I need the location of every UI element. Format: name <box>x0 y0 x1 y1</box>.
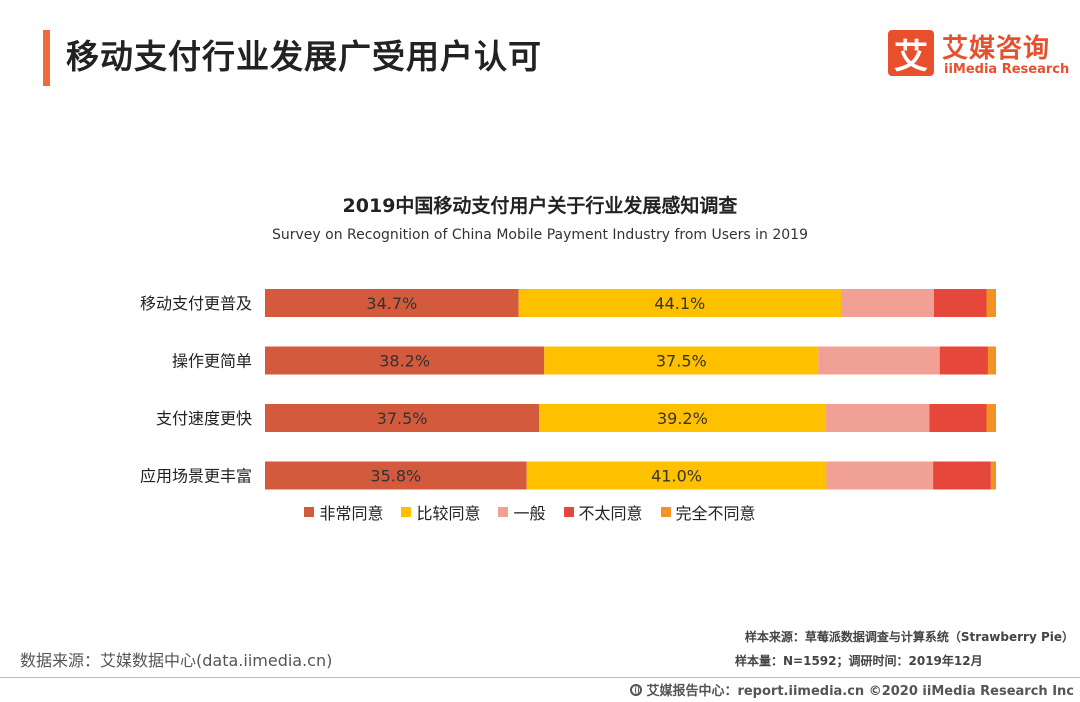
bar-segment <box>990 461 996 490</box>
data-source: 数据来源：艾媒数据中心(data.iimedia.cn) <box>20 651 333 670</box>
bar-segment <box>818 346 940 375</box>
chart-title: 2019中国移动支付用户关于行业发展感知调查 <box>342 195 738 217</box>
chart-subtitle: Survey on Recognition of China Mobile Pa… <box>272 227 808 243</box>
legend-swatch <box>498 507 509 517</box>
footer-divider <box>0 677 1080 678</box>
bar-segment <box>518 289 842 317</box>
legend-label: 完全不同意 <box>675 504 756 523</box>
legend-swatch <box>660 507 671 517</box>
data-label: 39.2% <box>657 409 708 428</box>
globe-icon <box>630 683 643 696</box>
category-label: 应用场景更丰富 <box>140 467 252 486</box>
category-label: 移动支付更普及 <box>140 294 252 313</box>
data-label: 37.5% <box>656 352 707 371</box>
bar-segment <box>265 404 540 432</box>
bar-segment <box>986 289 996 317</box>
bar-segment <box>841 289 934 317</box>
data-label: 44.1% <box>654 294 705 313</box>
copyright: 艾媒报告中心：report.iimedia.cn ©2020 iiMedia R… <box>630 680 1074 699</box>
legend-label: 不太同意 <box>578 504 643 523</box>
legend-item: 一般 <box>498 500 546 524</box>
bar-segment <box>825 404 930 432</box>
data-label: 41.0% <box>651 467 702 486</box>
bar-segment <box>933 289 987 317</box>
sample-source: 样本来源：草莓派数据调查与计算系统（Strawberry Pie） <box>744 630 1074 644</box>
legend-swatch <box>304 507 315 517</box>
brand-name-en: iiMedia Research <box>944 62 1070 77</box>
bar-segment <box>986 404 996 432</box>
bar-segment <box>933 461 991 490</box>
bar-segment <box>939 346 988 375</box>
title-accent-bar <box>43 30 50 86</box>
bar-segment <box>826 461 934 490</box>
brand-name-cn: 艾媒咨询 <box>942 34 1051 64</box>
bar-segment <box>526 461 827 490</box>
chart-legend: 非常同意 比较同意 一般 不太同意 完全不同意 <box>0 500 1060 524</box>
bar-segment <box>929 404 987 432</box>
legend-label: 比较同意 <box>416 504 481 523</box>
data-label: 35.8% <box>370 467 421 486</box>
bar-segment <box>987 346 996 375</box>
data-label: 38.2% <box>379 352 430 371</box>
bar-segment <box>265 289 519 317</box>
legend-swatch <box>401 507 412 517</box>
legend-label: 非常同意 <box>319 504 384 523</box>
legend-item: 不太同意 <box>563 500 643 524</box>
legend-item: 完全不同意 <box>660 500 756 524</box>
category-label: 操作更简单 <box>172 352 252 371</box>
stacked-bar-chart: 移动支付更普及 34.7% 44.1% 操作更简单 38.2% 37.5% 支付速度更快 37… <box>140 289 996 490</box>
bar-segment <box>539 404 826 432</box>
page-title: 移动支付行业发展广受用户认可 <box>66 37 542 76</box>
bar-segment <box>265 461 527 490</box>
data-label: 37.5% <box>377 409 428 428</box>
category-label: 支付速度更快 <box>156 409 252 428</box>
legend-label: 一般 <box>513 504 546 523</box>
bar-segment <box>544 346 819 375</box>
sample-size: 样本量：N=1592；调研时间：2019年12月 <box>735 654 983 668</box>
legend-swatch <box>563 507 574 517</box>
copyright-text: 艾媒报告中心：report.iimedia.cn ©2020 iiMedia R… <box>646 684 1074 699</box>
legend-item: 非常同意 <box>304 500 383 524</box>
bar-segment <box>265 346 545 375</box>
data-label: 34.7% <box>366 294 417 313</box>
brand-logo-icon: 艾 <box>888 30 934 77</box>
legend-item: 比较同意 <box>401 500 480 524</box>
